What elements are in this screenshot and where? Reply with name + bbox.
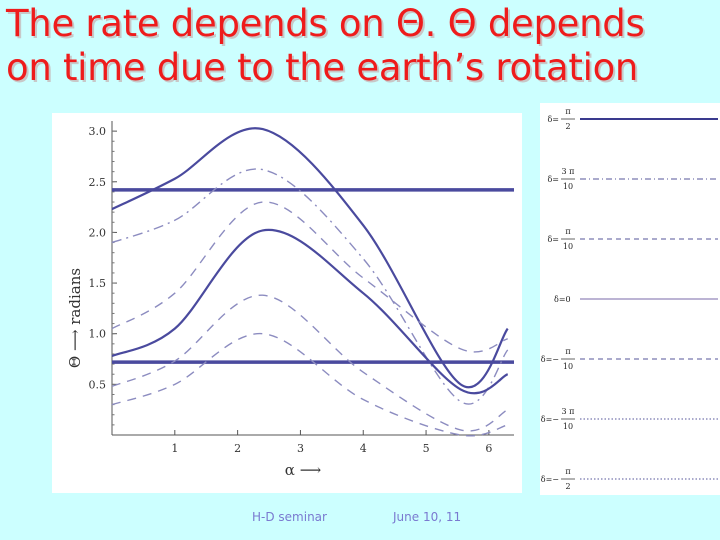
legend-denominator: 10	[563, 362, 573, 371]
legend-numerator: 3 π	[562, 167, 575, 176]
series-curve	[111, 127, 509, 389]
x-tick-label: 5	[423, 442, 430, 455]
x-axis-label: α ⟶	[285, 461, 321, 479]
legend-denominator: 2	[565, 122, 570, 131]
y-tick-label: 1.0	[89, 328, 107, 341]
legend-denominator: 10	[563, 422, 573, 431]
series-curve	[111, 294, 509, 432]
y-tick-label: 2.0	[89, 226, 107, 239]
y-tick-label: 2.5	[89, 176, 107, 189]
title-line-1: The rate depends on Θ. Θ depends	[6, 2, 645, 45]
x-tick-label: 4	[360, 442, 367, 455]
y-tick-label: 3.0	[89, 125, 107, 138]
legend-denominator: 10	[563, 182, 573, 191]
legend-numerator: 3 π	[562, 407, 575, 416]
y-axis-label: Θ ⟶ radians	[66, 268, 84, 368]
theta-vs-alpha-chart: 0.5 1.0 1.5 2.0 2.5 3.0 1 2 3 4 5 6 α ⟶ Θ ⟶ radians	[66, 121, 514, 479]
legend-prefix: δ=	[547, 235, 559, 244]
legend-denominator: 10	[563, 242, 573, 251]
legend-numerator: π	[565, 107, 570, 116]
footer-right: June 10, 11	[393, 510, 462, 524]
footer-left: H-D seminar	[252, 510, 327, 524]
legend-prefix: δ=	[547, 115, 559, 124]
legend-denominator: 2	[565, 482, 570, 491]
legend-prefix: δ=	[547, 175, 559, 184]
x-tick-label: 3	[297, 442, 304, 455]
title-line-2: on time due to the earth’s rotation	[6, 46, 639, 89]
x-tick-label: 6	[485, 442, 492, 455]
legend-panel: π 2 δ= 3 π 10 δ= π 10 δ= δ=0 π 10 δ=− 3 π 10 δ=− π 2 δ=−	[540, 103, 720, 495]
legend-prefix: δ=−	[541, 415, 559, 424]
y-tick-label: 1.5	[89, 277, 107, 290]
series-curve	[111, 201, 508, 353]
legend-numerator: π	[565, 227, 570, 236]
slide-title: The rate depends on Θ. Θ depends on time…	[6, 2, 716, 90]
legend-prefix: δ=0	[554, 295, 571, 304]
legend-prefix: δ=−	[541, 355, 559, 364]
series-curve	[111, 168, 509, 405]
series-curve	[111, 333, 508, 437]
legend-numerator: π	[565, 467, 570, 476]
y-tick-label: 0.5	[89, 378, 107, 391]
legend-prefix: δ=−	[541, 475, 559, 484]
x-tick-label: 1	[171, 442, 178, 455]
x-tick-label: 2	[234, 442, 241, 455]
legend-numerator: π	[565, 347, 570, 356]
chart-panel: 0.5 1.0 1.5 2.0 2.5 3.0 1 2 3 4 5 6 α ⟶ Θ ⟶ radians	[52, 113, 522, 493]
series-curve	[111, 228, 509, 395]
